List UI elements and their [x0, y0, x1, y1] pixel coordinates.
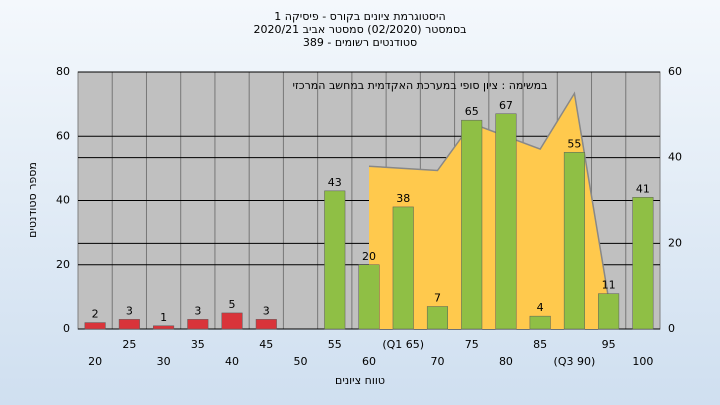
y2-tick-label: 0 — [668, 322, 675, 335]
x-tick-label: 85 — [533, 338, 547, 351]
chart-subtitle: בסמסטר (02/2020) סמסטר אביב 2020/21 — [253, 23, 466, 36]
bar — [358, 264, 380, 330]
chart-title: היסטוגרמת ציונים בקורס - פיסיקה 1 — [274, 10, 445, 23]
bar — [324, 190, 346, 330]
x-tick-label: 50 — [294, 355, 308, 368]
x-tick-label: 55 — [328, 338, 342, 351]
x-tick-label: 70 — [430, 355, 444, 368]
data-label: 5 — [229, 298, 236, 311]
bar — [426, 306, 448, 330]
y-tick-label: 20 — [56, 258, 70, 271]
data-label: 3 — [263, 304, 270, 317]
bar — [461, 119, 483, 330]
data-label: 1 — [160, 311, 167, 324]
data-label: 55 — [567, 137, 581, 150]
x-tick-label: 75 — [465, 338, 479, 351]
x-tick-label: (Q1 65) — [382, 338, 424, 351]
y-tick-label: 40 — [56, 194, 70, 207]
bar — [632, 197, 654, 330]
x-tick-label: 30 — [157, 355, 171, 368]
bar — [221, 312, 243, 330]
y-axis-label: מספר סטודנטים — [26, 162, 39, 238]
data-label: 41 — [636, 182, 650, 195]
chart-subtitle: סטודנטים רשומים - 389 — [303, 36, 417, 49]
bar — [392, 206, 414, 330]
x-tick-label: 20 — [88, 355, 102, 368]
x-tick-label: 45 — [259, 338, 273, 351]
data-label: 2 — [92, 308, 99, 321]
bar — [118, 319, 140, 330]
x-tick-label: 95 — [602, 338, 616, 351]
bar — [153, 325, 175, 330]
data-label: 3 — [194, 304, 201, 317]
y-tick-label: 80 — [56, 65, 70, 78]
data-label: 7 — [434, 292, 441, 305]
x-tick-label: 60 — [362, 355, 376, 368]
x-axis-label: טווח ציונים — [335, 374, 385, 387]
bar — [84, 322, 106, 330]
area-edge — [368, 91, 610, 300]
data-label: 67 — [499, 99, 513, 112]
y-tick-label: 60 — [56, 129, 70, 142]
data-label: 3 — [126, 304, 133, 317]
data-label: 65 — [465, 105, 479, 118]
data-label: 20 — [362, 250, 376, 263]
area — [369, 93, 609, 330]
x-tick-label: (Q3 90) — [554, 355, 596, 368]
y-tick-label: 0 — [63, 322, 70, 335]
bar — [255, 319, 277, 330]
annotation: במשימה : ציון סופי במערכת האקדמית במחשב … — [293, 79, 548, 92]
y2-tick-label: 60 — [668, 65, 682, 78]
x-tick-label: 100 — [632, 355, 653, 368]
y2-tick-label: 40 — [668, 151, 682, 164]
data-label: 11 — [602, 279, 616, 292]
x-tick-label: 35 — [191, 338, 205, 351]
bar — [495, 113, 517, 330]
bar — [598, 293, 620, 330]
bar — [563, 152, 585, 330]
data-label: 43 — [328, 176, 342, 189]
bar — [529, 315, 551, 330]
data-label: 38 — [396, 192, 410, 205]
x-tick-label: 80 — [499, 355, 513, 368]
data-label: 4 — [537, 301, 544, 314]
bar — [187, 319, 209, 330]
y2-tick-label: 20 — [668, 236, 682, 249]
x-tick-label: 40 — [225, 355, 239, 368]
x-tick-label: 25 — [122, 338, 136, 351]
